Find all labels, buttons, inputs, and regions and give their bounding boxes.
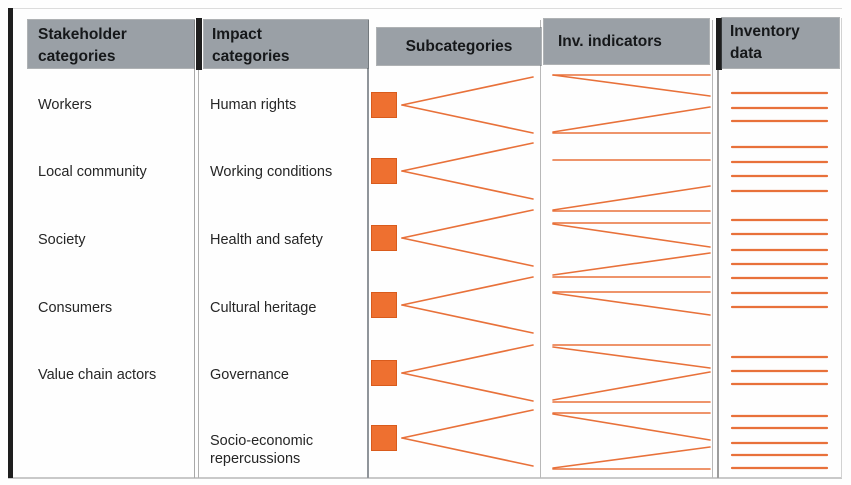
- impact-category-label: Cultural heritage: [210, 299, 317, 316]
- subcategory-square: [371, 425, 397, 451]
- column-divider-4: [712, 20, 713, 478]
- subcategory-square: [371, 225, 397, 251]
- stakeholder-category-label: Local community: [38, 163, 147, 180]
- column-divider-2: [367, 20, 369, 478]
- impact-category-label: Health and safety: [210, 231, 323, 248]
- stakeholder-category-label: Society: [38, 231, 86, 248]
- subcategory-square: [371, 158, 397, 184]
- stakeholder-category-label: Consumers: [38, 299, 113, 316]
- column-divider-4b: [717, 70, 719, 478]
- column-header-impact-categories: Impact categories: [204, 20, 368, 68]
- subcategory-square: [371, 292, 397, 318]
- column-header-stakeholder-categories: Stakeholder categories: [28, 20, 194, 68]
- column-header-inventory-data: Inventory data: [722, 18, 839, 68]
- figure-border-bottom: [8, 477, 842, 479]
- stakeholder-category-label: Workers: [38, 96, 92, 113]
- figure-border-left-bar: [8, 8, 13, 478]
- subcategory-fan-lines: [401, 76, 534, 467]
- impact-header-left-bar: [196, 18, 202, 70]
- impact-category-label: Human rights: [210, 96, 297, 113]
- subcategory-square: [371, 360, 397, 386]
- subcategory-square: [371, 92, 397, 118]
- impact-category-label: Governance: [210, 366, 289, 383]
- figure-border-top: [8, 8, 842, 9]
- inventory-header-left-bar: [716, 18, 722, 70]
- column-header-inv-indicators: Inv. indicators: [544, 19, 709, 64]
- inventory-data-lines: [730, 91, 829, 470]
- column-header-subcategories: Subcategories: [377, 28, 541, 65]
- stakeholder-category-label: Value chain actors: [38, 366, 157, 383]
- impact-category-label: Working conditions: [210, 163, 333, 180]
- impact-category-label: Socio-economic repercussions: [210, 432, 314, 467]
- figure-border-right: [841, 18, 842, 478]
- column-divider-1: [194, 20, 195, 478]
- column-divider-1b: [198, 70, 199, 478]
- inv-indicator-lines: [552, 74, 711, 470]
- column-divider-3: [540, 20, 541, 478]
